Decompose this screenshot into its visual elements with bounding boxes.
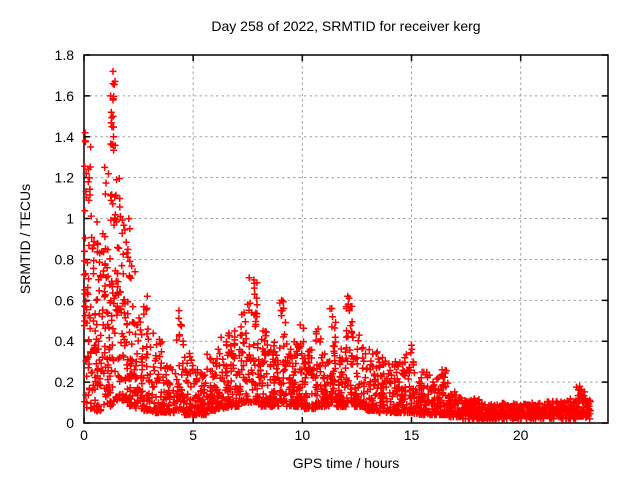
y-tick-label: 1.2 (55, 170, 75, 186)
y-tick-label: 1.4 (55, 129, 75, 145)
y-tick-label: 1.8 (55, 47, 75, 63)
y-tick-label: 1.6 (55, 88, 75, 104)
x-tick-label: 15 (404, 427, 420, 443)
y-tick-label: 0.8 (55, 251, 75, 267)
y-tick-label: 0.6 (55, 292, 75, 308)
y-tick-label: 0.4 (55, 333, 75, 349)
x-tick-label: 10 (295, 427, 311, 443)
x-tick-label: 0 (80, 427, 88, 443)
x-axis-label: GPS time / hours (292, 455, 400, 471)
y-tick-label: 0 (66, 415, 74, 431)
data-points (80, 67, 594, 423)
y-tick-label: 0.2 (55, 374, 75, 390)
x-tick-label: 5 (189, 427, 197, 443)
plot-border (83, 54, 609, 424)
y-tick-label: 1 (66, 211, 74, 227)
x-tick-label: 20 (513, 427, 529, 443)
grid-lines (84, 55, 608, 423)
chart-title: Day 258 of 2022, SRMTID for receiver ker… (211, 18, 481, 34)
